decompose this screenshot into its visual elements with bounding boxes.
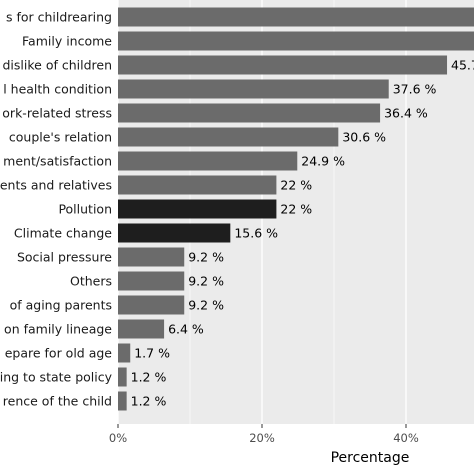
bar	[118, 55, 448, 75]
bar	[118, 247, 185, 267]
value-label: 22 %	[280, 178, 312, 193]
bar	[118, 79, 389, 99]
category-label: Social pressure	[17, 250, 112, 265]
x-axis-ticks: 0% 20% 40%	[109, 424, 419, 445]
value-label: 22 %	[280, 202, 312, 217]
bar	[118, 151, 298, 171]
category-label: ork-related stress	[2, 106, 112, 121]
bar	[118, 391, 127, 411]
category-label: dislike of children	[3, 58, 113, 73]
value-label: 9.2 %	[188, 298, 224, 313]
bar	[118, 127, 339, 147]
bar	[118, 343, 131, 363]
value-label: 1.2 %	[131, 370, 167, 385]
value-label: 30.6 %	[342, 130, 386, 145]
category-label: ment/satisfaction	[3, 154, 112, 169]
value-label: 1.2 %	[131, 394, 167, 409]
bar	[118, 271, 185, 291]
x-axis-title: Percentage	[331, 450, 410, 466]
x-tick-label: 20%	[249, 431, 275, 445]
category-label: epare for old age	[5, 346, 113, 361]
bar	[118, 7, 474, 27]
value-label: 1.7 %	[134, 346, 170, 361]
category-label: Family income	[22, 34, 112, 49]
category-label: on family lineage	[4, 322, 112, 337]
bar	[118, 199, 277, 219]
bars	[118, 7, 474, 411]
bar	[118, 295, 185, 315]
value-label: 36.4 %	[384, 106, 428, 121]
value-label: 9.2 %	[188, 250, 224, 265]
category-label: Others	[70, 274, 112, 289]
bar	[118, 31, 474, 51]
category-label: Climate change	[14, 226, 112, 241]
category-label: Pollution	[58, 202, 112, 217]
value-label: 45.7	[451, 58, 474, 73]
bar	[118, 103, 381, 123]
value-label: 24.9 %	[301, 154, 345, 169]
value-label: 15.6 %	[234, 226, 278, 241]
bar	[118, 223, 231, 243]
value-label: 6.4 %	[168, 322, 204, 337]
bar	[118, 367, 127, 387]
value-label: 9.2 %	[188, 274, 224, 289]
category-label: s for childrearing	[6, 10, 112, 25]
category-labels: s for childrearing Family income dislike o…	[0, 10, 113, 409]
category-label: couple's relation	[9, 130, 112, 145]
category-label: rence of the child	[3, 394, 112, 409]
x-tick-label: 40%	[393, 431, 419, 445]
x-tick-label: 0%	[109, 431, 127, 445]
category-label: ing to state policy	[0, 370, 113, 385]
category-label: ents and relatives	[0, 178, 112, 193]
value-labels: 45.737.6 %36.4 %30.6 %24.9 %22 %22 %15.6…	[131, 58, 474, 409]
category-label: of aging parents	[10, 298, 112, 313]
category-label: l health condition	[3, 82, 112, 97]
bar	[118, 175, 277, 195]
bar	[118, 319, 165, 339]
value-label: 37.6 %	[393, 82, 437, 97]
